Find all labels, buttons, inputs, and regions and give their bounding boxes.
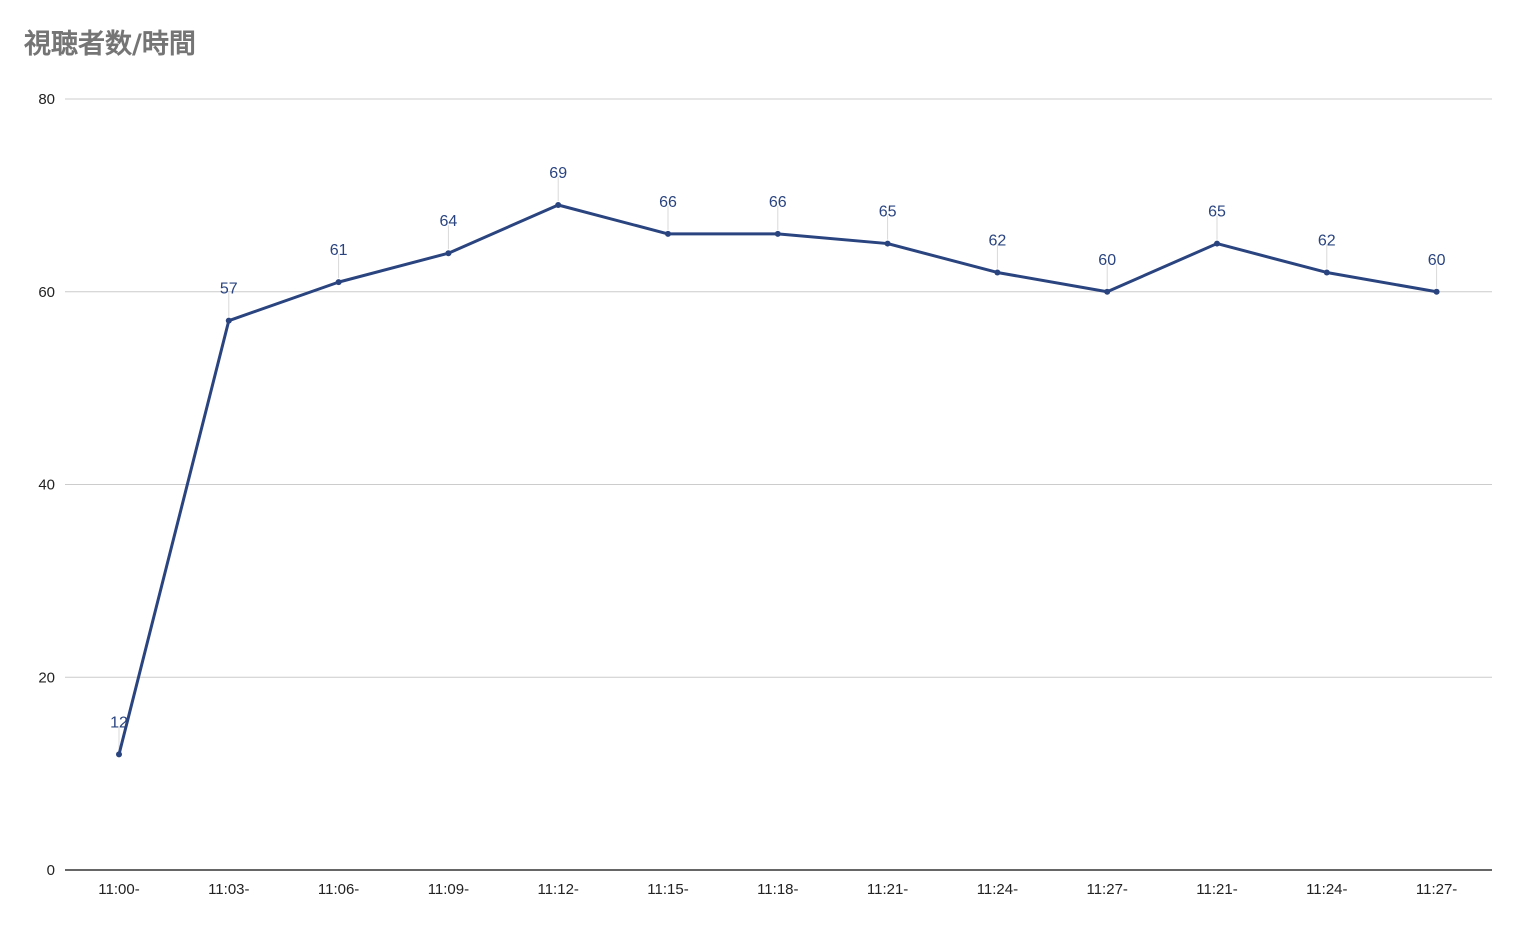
x-tick-label: 11:09- <box>428 881 469 898</box>
data-point <box>555 202 562 209</box>
x-tick-label: 11:15- <box>647 881 688 898</box>
data-point <box>884 240 891 247</box>
y-tick-label: 0 <box>47 862 55 879</box>
series-points <box>116 202 1440 758</box>
data-point <box>994 269 1001 276</box>
y-axis-ticks: 0 20 40 60 80 <box>38 91 55 879</box>
label-leaders <box>118 177 1438 751</box>
y-tick-label: 80 <box>38 91 55 108</box>
data-label: 62 <box>1318 232 1336 249</box>
x-tick-label: 11:27- <box>1086 881 1127 898</box>
x-tick-label: 11:00- <box>98 881 139 898</box>
data-point <box>116 751 122 758</box>
data-point <box>1433 288 1440 295</box>
y-tick-label: 60 <box>38 284 55 301</box>
x-tick-label: 11:21- <box>1196 881 1237 898</box>
data-label: 65 <box>1208 204 1226 221</box>
x-tick-label: 11:24- <box>1306 881 1347 898</box>
data-label: 66 <box>659 194 677 211</box>
x-tick-label: 11:12- <box>537 881 578 898</box>
data-point <box>665 230 671 237</box>
data-labels: 12 57 61 64 69 66 66 65 62 60 65 62 60 <box>110 165 1445 731</box>
data-label: 60 <box>1098 252 1116 269</box>
gridlines <box>65 98 1492 871</box>
data-point <box>225 317 232 324</box>
chart-title: 視聴者数/時間 <box>24 29 196 60</box>
data-label: 57 <box>220 281 238 298</box>
data-label: 69 <box>549 165 567 182</box>
series-line <box>117 203 1437 755</box>
data-label: 64 <box>440 213 458 230</box>
x-tick-label: 11:18- <box>757 881 798 898</box>
y-tick-label: 20 <box>38 669 55 686</box>
x-tick-label: 11:21- <box>867 881 908 898</box>
data-point <box>445 250 452 257</box>
data-point <box>1214 240 1220 247</box>
x-tick-label: 11:24- <box>977 881 1018 898</box>
data-point <box>1323 269 1330 276</box>
data-label: 62 <box>989 232 1007 249</box>
x-axis-ticks: 11:00- 11:03- 11:06- 11:09- 11:12- 11:15- 11:1… <box>98 881 1457 898</box>
data-label: 60 <box>1428 252 1446 269</box>
data-label: 61 <box>330 242 348 259</box>
y-tick-label: 40 <box>38 477 55 494</box>
data-point <box>335 279 342 286</box>
x-tick-label: 11:03- <box>208 881 249 898</box>
data-point <box>1104 288 1111 295</box>
x-tick-label: 11:27- <box>1416 881 1457 898</box>
x-tick-label: 11:06- <box>318 881 359 898</box>
data-point <box>774 230 781 237</box>
data-label: 12 <box>110 714 128 731</box>
data-label: 66 <box>769 194 787 211</box>
data-label: 65 <box>879 204 897 221</box>
